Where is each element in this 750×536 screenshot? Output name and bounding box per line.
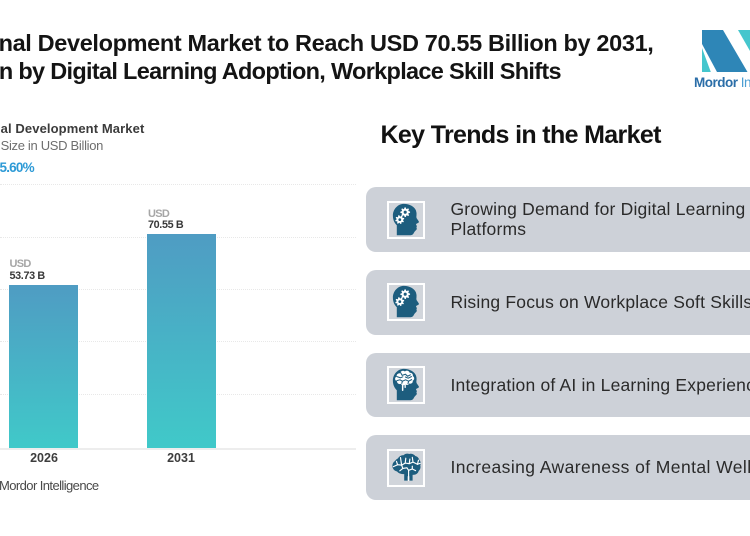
svg-text:Mordor Intelligence: Mordor Intelligence (694, 75, 750, 90)
